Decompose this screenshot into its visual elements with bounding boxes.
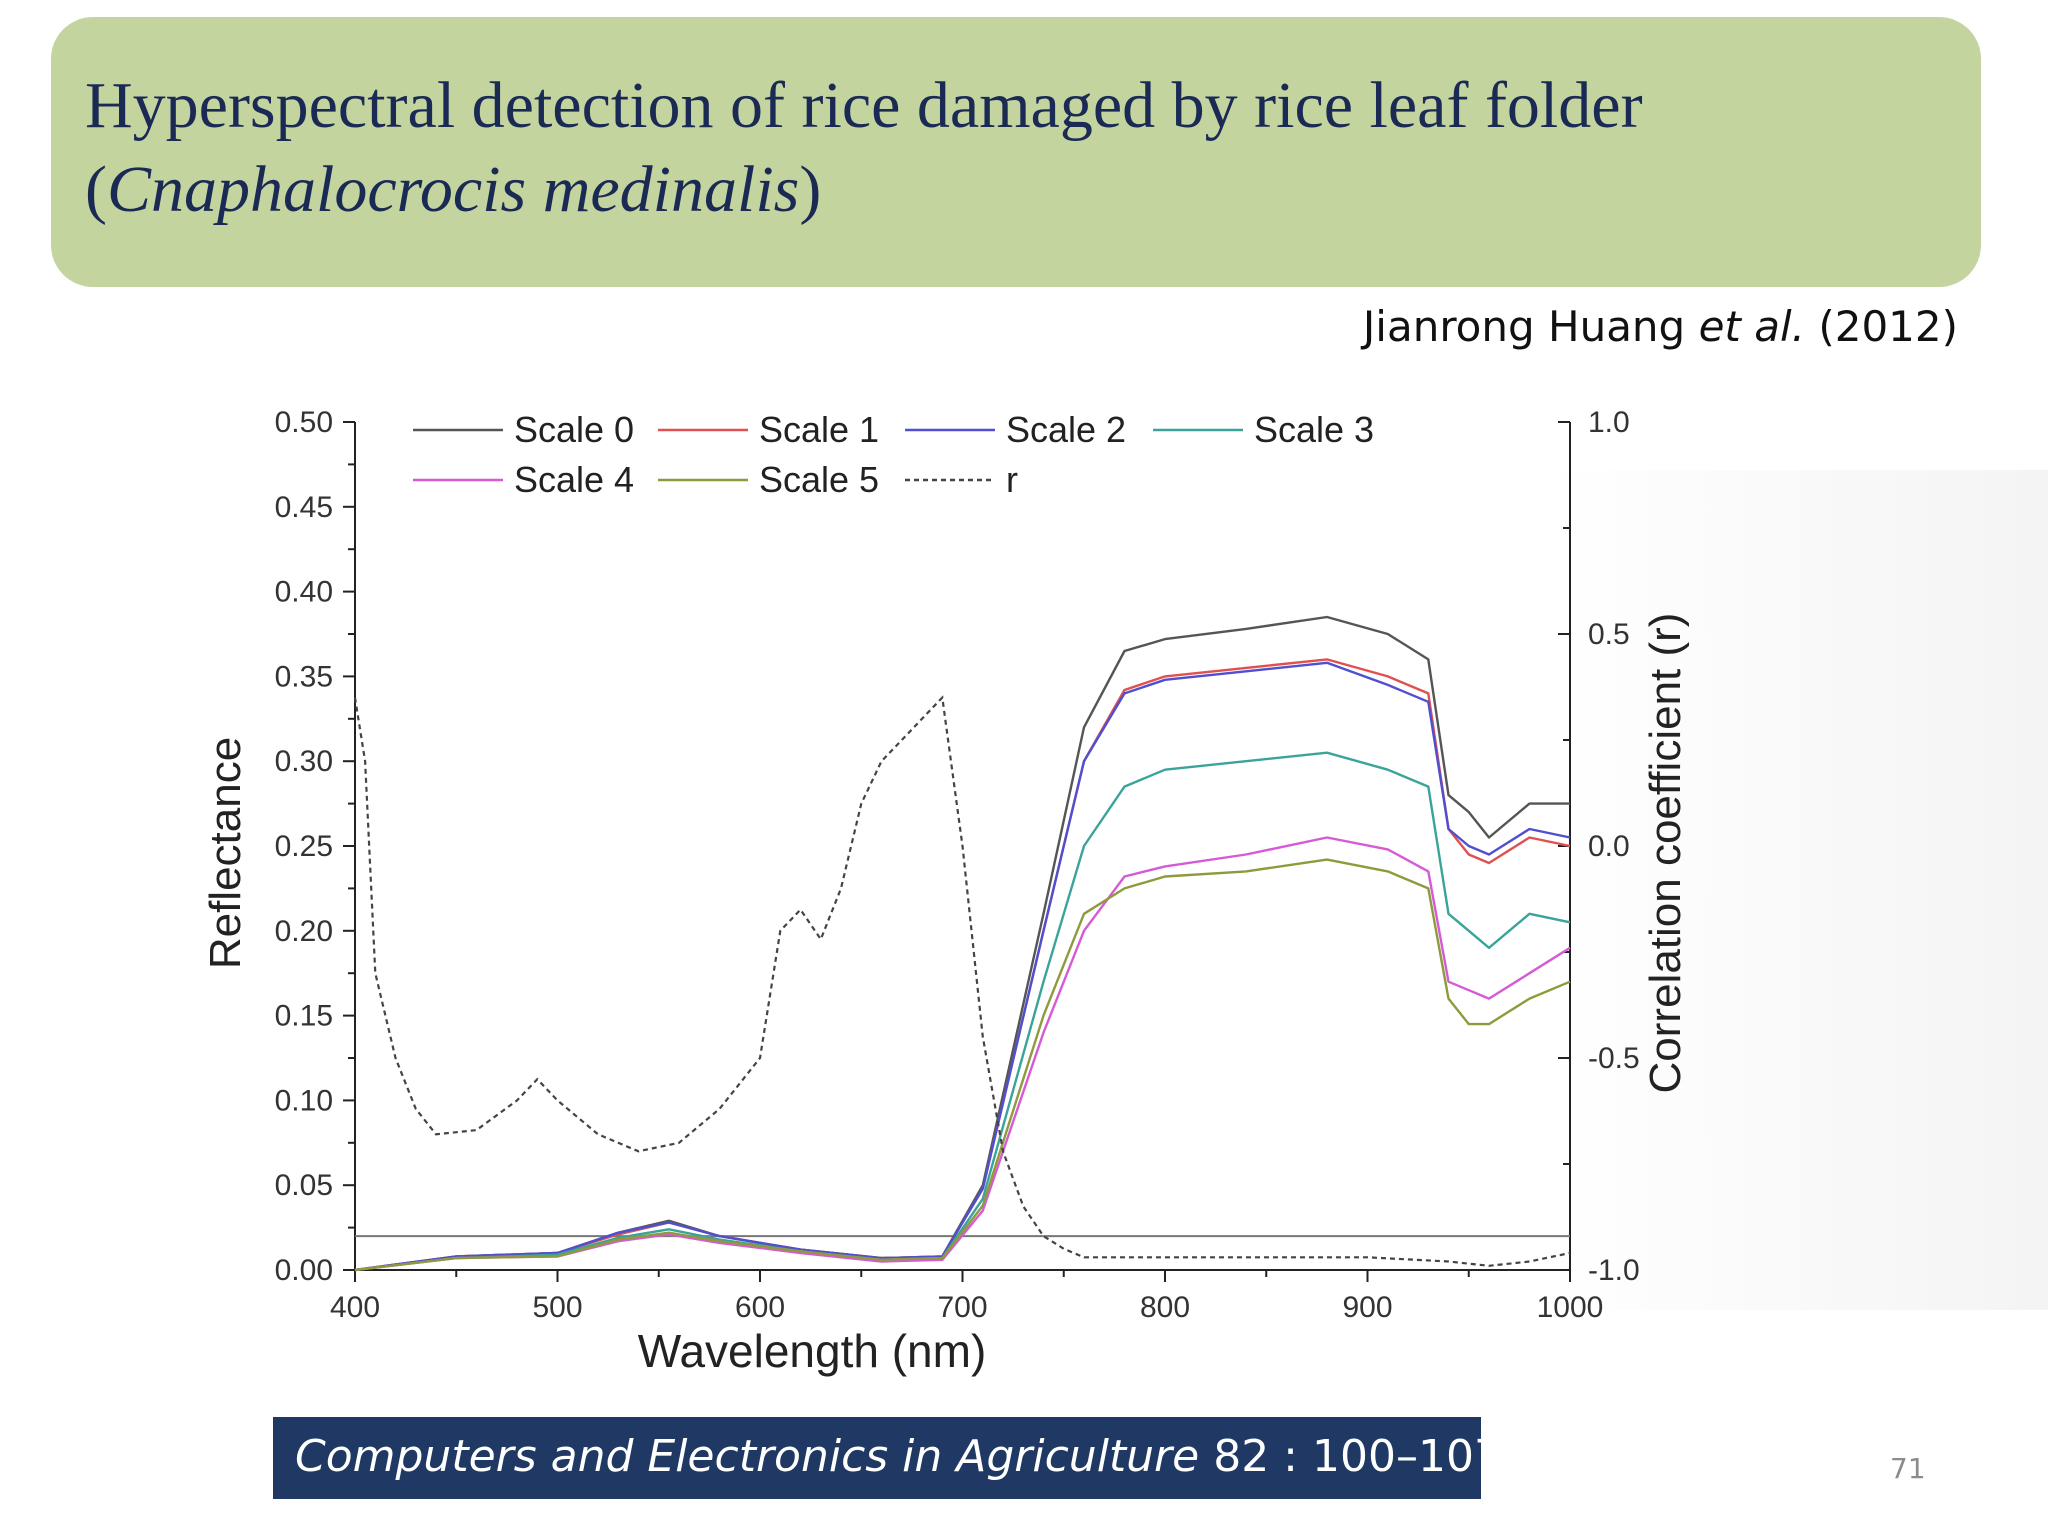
y-tick-label: 0.20 [275, 915, 333, 948]
y2-tick-label: 1.0 [1588, 406, 1630, 439]
slide-title-species-line: (Cnaphalocrocis medinalis) [85, 152, 821, 228]
series-line-scale-3 [354, 751, 1571, 1272]
chart-series [353, 615, 1571, 1272]
chart-axes: 400 500 600 700 800 900 1000 0.00 0.05 0.10 0.15 0.… [275, 406, 1640, 1324]
species-name: Cnaphalocrocis medinalis [106, 153, 800, 226]
y-tick-label: 0.40 [275, 576, 333, 609]
series-line-scale-2 [354, 661, 1571, 1272]
legend-label: Scale 3 [1254, 409, 1374, 450]
y-tick-label: 0.15 [275, 1000, 333, 1033]
title-close-paren: ) [799, 153, 822, 226]
y2-tick-label: -1.0 [1588, 1254, 1640, 1287]
y-tick-label: 0.25 [275, 830, 333, 863]
chart-legend: Scale 0 Scale 1 Scale 2 Scale 3 Scale 4 Scale… [413, 409, 1374, 500]
y-tick-label: 0.05 [275, 1169, 333, 1202]
legend-label: Scale 4 [514, 459, 634, 500]
page-number: 71 [1890, 1452, 1926, 1485]
y2-tick-label: 0.5 [1588, 618, 1630, 651]
chart-svg: 400 500 600 700 800 900 1000 0.00 0.05 0.10 0.15 0.… [201, 406, 1690, 1377]
x-tick-label: 800 [1140, 1291, 1190, 1324]
x-tick-label: 400 [330, 1291, 380, 1324]
x-tick-label: 900 [1342, 1291, 1392, 1324]
legend-label: Scale 2 [1006, 409, 1126, 450]
series-line-scale-5 [354, 858, 1571, 1272]
author-etal: et al. [1698, 302, 1805, 351]
legend-label: Scale 0 [514, 409, 634, 450]
journal-reference: Computers and Electronics in Agriculture… [273, 1417, 1502, 1499]
author-citation: Jianrong Huang et al. (2012) [1363, 302, 1958, 351]
y-tick-label: 0.00 [275, 1254, 333, 1287]
title-banner [51, 17, 1981, 287]
slide-title: Hyperspectral detection of rice damaged … [85, 68, 1643, 144]
legend-label: Scale 1 [759, 409, 879, 450]
x-tick-label: 500 [532, 1291, 582, 1324]
author-year: (2012) [1804, 302, 1958, 351]
y-tick-label: 0.35 [275, 660, 333, 693]
y-tick-label: 0.10 [275, 1084, 333, 1117]
x-tick-label: 600 [735, 1291, 785, 1324]
series-line-scale-0 [354, 615, 1570, 1272]
legend-label: Scale 5 [759, 459, 879, 500]
journal-name: Computers and Electronics in Agriculture [295, 1431, 1200, 1482]
x-tick-label: 1000 [1537, 1291, 1604, 1324]
series-line-r [353, 695, 1571, 1267]
author-name: Jianrong Huang [1362, 302, 1699, 351]
y2-axis-label: Correlation coefficient (r) [1641, 613, 1690, 1094]
y-axis-label: Reflectance [201, 737, 250, 969]
y2-tick-label: -0.5 [1588, 1042, 1640, 1075]
y-tick-label: 0.30 [275, 745, 333, 778]
y-tick-label: 0.50 [275, 406, 333, 439]
x-axis-label: Wavelength (nm) [638, 1325, 987, 1377]
legend-label: r [1006, 459, 1018, 500]
x-tick-label: 700 [937, 1291, 987, 1324]
y-tick-label: 0.45 [275, 491, 333, 524]
journal-volume-pages: 82 : 100–107 [1199, 1431, 1502, 1482]
slide-title-line1: Hyperspectral detection of rice damaged … [85, 69, 1643, 142]
series-line-scale-1 [354, 658, 1571, 1272]
title-open-paren: ( [85, 153, 107, 226]
series-line-scale-4 [354, 836, 1571, 1272]
chart-background [1540, 470, 2048, 1310]
chart: 400 500 600 700 800 900 1000 0.00 0.05 0.10 0.15 0.… [185, 380, 1785, 1410]
y2-tick-label: 0.0 [1588, 830, 1630, 863]
